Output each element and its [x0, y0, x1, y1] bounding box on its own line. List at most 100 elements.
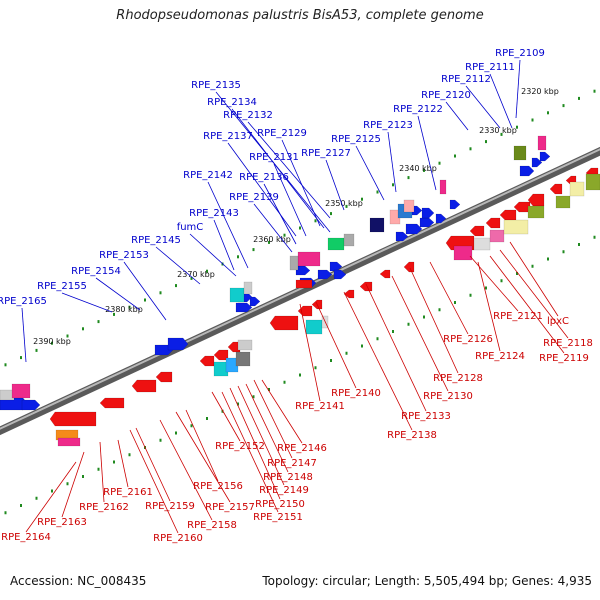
- gene-block: [513, 145, 527, 161]
- reverse-gene-arrow: [131, 379, 157, 393]
- reverse-gene-arrow: [49, 411, 97, 427]
- scale-dot-upper: [423, 168, 425, 172]
- scale-dot-lower: [376, 337, 379, 341]
- scale-dot-lower: [438, 308, 441, 312]
- scale-dot-upper: [593, 89, 596, 93]
- scale-dot-upper: [562, 104, 565, 108]
- scale-dot-lower: [361, 344, 363, 348]
- reverse-gene-label: RPE_2159: [145, 501, 195, 512]
- scale-dot-upper: [547, 111, 549, 115]
- forward-gene-arrow: [21, 399, 41, 411]
- gene-block: [343, 233, 355, 247]
- scale-dot-upper: [314, 219, 317, 223]
- scale-dot-lower: [51, 489, 53, 493]
- forward-gene-label: RPE_2120: [421, 90, 471, 101]
- forward-gene-leader: [465, 85, 501, 129]
- forward-gene-label: RPE_2137: [203, 131, 253, 142]
- gene-block: [243, 281, 253, 295]
- forward-gene-leader: [387, 131, 397, 193]
- scale-dot-lower: [20, 504, 22, 507]
- reverse-gene-leader: [489, 255, 565, 354]
- scale-dot-upper: [20, 356, 22, 360]
- gene-block: [453, 245, 473, 261]
- forward-gene-label: RPE_2136: [239, 172, 289, 183]
- gene-block: [489, 229, 505, 243]
- scale-dot-lower: [252, 395, 255, 399]
- scale-dot-upper: [438, 161, 441, 165]
- gene-block: [229, 287, 245, 303]
- gene-block: [295, 279, 313, 289]
- scale-dot-upper: [252, 248, 255, 252]
- scale-dot-upper: [113, 312, 115, 316]
- reverse-gene-label: RPE_2161: [103, 487, 153, 498]
- gene-block: [57, 437, 81, 447]
- reverse-gene-label: RPE_2126: [443, 334, 493, 345]
- scale-dot-upper: [237, 255, 239, 259]
- gene-block: [503, 219, 529, 235]
- genome-backbone: [0, 146, 600, 436]
- forward-gene-label: RPE_2134: [207, 97, 257, 108]
- scale-dot-upper: [128, 305, 131, 309]
- gene-block: [11, 383, 31, 399]
- scale-dot-upper: [190, 276, 193, 280]
- reverse-gene-arrow: [213, 349, 229, 361]
- reverse-gene-label: RPE_2146: [277, 443, 327, 454]
- gene-block: [235, 351, 251, 367]
- forward-gene-arrow: [333, 269, 347, 280]
- forward-gene-leader: [215, 91, 331, 233]
- scale-dot-lower: [423, 315, 425, 319]
- reverse-gene-arrow: [379, 269, 391, 279]
- scale-dot-lower: [314, 366, 317, 370]
- reverse-gene-label: RPE_2121: [493, 311, 543, 322]
- reverse-gene-arrow: [269, 315, 299, 331]
- reverse-gene-leader: [299, 303, 321, 402]
- forward-gene-leader: [417, 115, 437, 191]
- reverse-gene-leader: [61, 451, 85, 518]
- forward-gene-arrow: [395, 231, 409, 242]
- gene-block: [305, 319, 323, 335]
- forward-gene-label: RPE_2132: [223, 110, 273, 121]
- reverse-gene-label: RPE_2119: [539, 353, 589, 364]
- forward-gene-arrow: [329, 261, 343, 272]
- scale-dot-lower: [454, 301, 456, 304]
- scale-dot-upper: [175, 284, 177, 288]
- forward-gene-leader: [207, 181, 249, 269]
- reverse-gene-label: RPE_2163: [37, 517, 87, 528]
- reverse-gene-label: RPE_2147: [267, 458, 317, 469]
- gene-block: [297, 251, 321, 267]
- reverse-gene-leader: [429, 261, 469, 335]
- scale-dot-lower: [268, 388, 270, 391]
- scale-dot-lower: [175, 431, 177, 435]
- forward-gene-arrow: [249, 296, 261, 307]
- topology-text: Topology: circular; Length: 5,505,494 bp…: [262, 574, 592, 588]
- gene-block: [569, 181, 585, 197]
- reverse-gene-arrow: [513, 201, 531, 213]
- gene-block: [403, 199, 415, 213]
- reverse-gene-label: RPE_2160: [153, 533, 203, 544]
- forward-gene-arrow: [317, 269, 333, 280]
- reverse-gene-label: RPE_2158: [187, 520, 237, 531]
- reverse-gene-leader: [261, 379, 303, 444]
- reverse-gene-label: RPE_2162: [79, 502, 129, 513]
- scale-dot-upper: [345, 204, 348, 208]
- reverse-gene-label: RPE_2141: [295, 401, 345, 412]
- reverse-gene-label: RPE_2148: [263, 472, 313, 483]
- scale-dot-upper: [392, 183, 394, 187]
- genome-title: Rhodopseudomonas palustris BisA53, compl…: [116, 8, 484, 23]
- kbp-tick-label: 2320 kbp: [521, 87, 559, 96]
- forward-gene-label: RPE_2145: [131, 235, 181, 246]
- forward-gene-arrow: [539, 151, 551, 162]
- reverse-gene-arrow: [403, 261, 415, 273]
- scale-dot-upper: [469, 147, 472, 151]
- scale-dot-upper: [4, 363, 7, 367]
- reverse-gene-leader: [159, 419, 213, 521]
- reverse-gene-leader: [391, 275, 449, 392]
- reverse-gene-label: RPE_2130: [423, 391, 473, 402]
- reverse-gene-leader: [245, 383, 289, 473]
- reverse-gene-leader: [469, 255, 519, 312]
- gene-block: [527, 205, 545, 219]
- reverse-gene-arrow: [199, 355, 215, 367]
- reverse-gene-leader: [343, 291, 413, 431]
- gene-block: [289, 255, 299, 271]
